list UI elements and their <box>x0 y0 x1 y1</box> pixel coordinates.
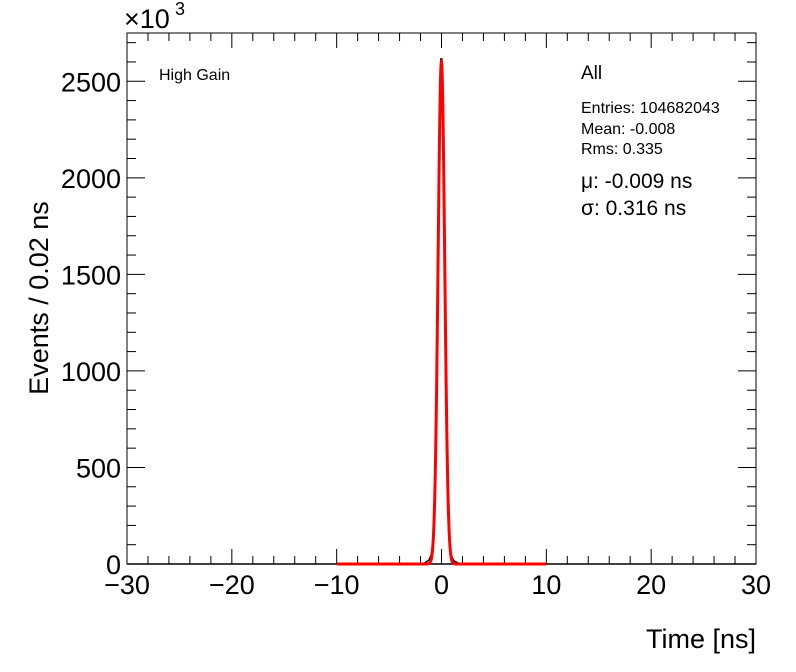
x-tick-labels: −30 −20 −10 0 10 20 30 <box>104 570 771 600</box>
gaussian-fit-line <box>336 57 547 566</box>
y-tick-label: 0 <box>106 550 121 580</box>
y-multiplier-exponent: 3 <box>175 0 185 19</box>
stats-entries: Entries: 104682043 <box>581 100 720 117</box>
x-tick-label: −30 <box>104 570 150 600</box>
x-tick-label: 30 <box>741 570 771 600</box>
stats-mean: Mean: -0.008 <box>581 121 675 138</box>
y-tick-label: 1500 <box>61 260 121 290</box>
y-tick-label: 2000 <box>61 164 121 194</box>
y-tick-label: 2500 <box>61 67 121 97</box>
x-tick-label: 0 <box>434 570 449 600</box>
y-tick-labels: 0 500 1000 1500 2000 2500 <box>61 67 121 580</box>
y-tick-label: 500 <box>76 453 121 483</box>
axis-ticks <box>126 33 757 565</box>
selection-label: All <box>581 63 602 84</box>
data-series <box>127 57 756 566</box>
channel-label: High Gain <box>159 67 230 84</box>
y-axis-label: Events / 0.02 ns <box>24 201 54 395</box>
x-tick-label: −20 <box>209 570 255 600</box>
x-tick-label: 10 <box>531 570 561 600</box>
x-axis-label: Time [ns] <box>646 624 756 654</box>
y-multiplier-label: ×10 <box>124 4 170 34</box>
fit-mu: μ: -0.009 ns <box>581 170 692 193</box>
y-tick-label: 1000 <box>61 357 121 387</box>
x-tick-label: 20 <box>636 570 666 600</box>
stats-rms: Rms: 0.335 <box>581 141 663 158</box>
histogram-line <box>420 57 463 565</box>
fit-sigma: σ: 0.316 ns <box>581 197 686 220</box>
x-tick-label: −10 <box>314 570 360 600</box>
